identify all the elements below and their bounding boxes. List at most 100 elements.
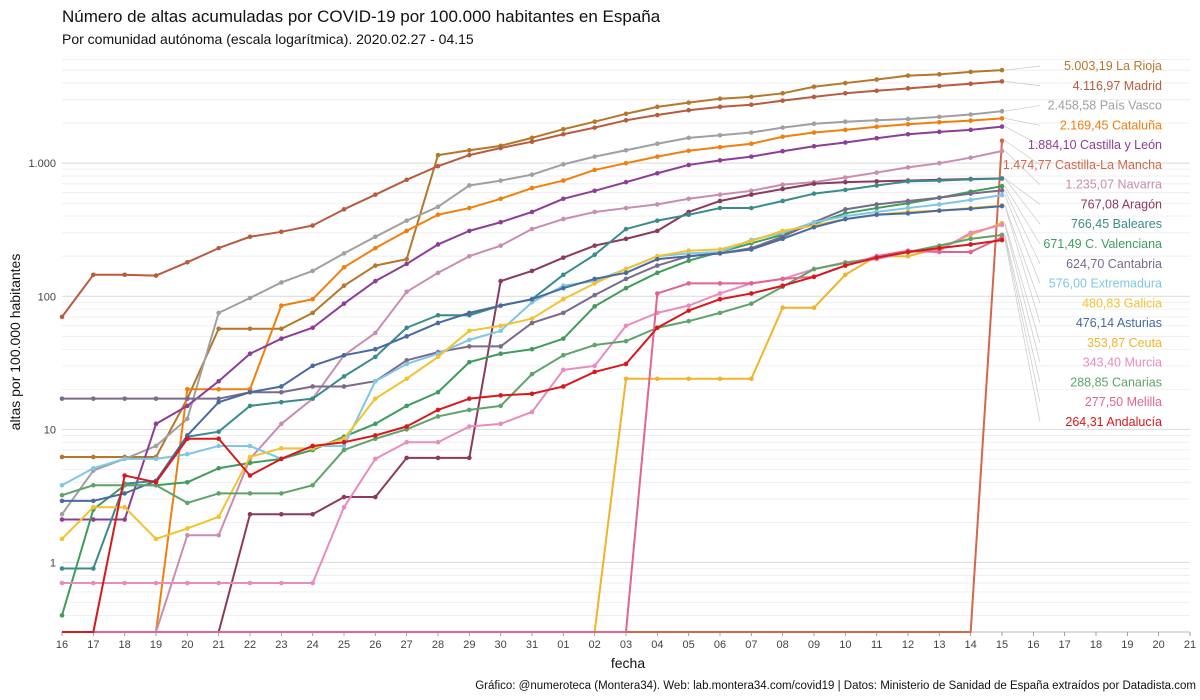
data-point — [780, 283, 785, 289]
data-point — [310, 325, 315, 331]
data-point — [467, 424, 472, 429]
data-point — [843, 80, 848, 86]
data-point — [937, 245, 942, 251]
grid-lines — [62, 59, 1190, 633]
data-point — [310, 268, 315, 274]
series-país-vasco — [59, 108, 1005, 517]
data-point — [780, 228, 785, 234]
data-point — [905, 205, 911, 211]
data-point — [968, 69, 973, 75]
x-tick-label: 28 — [432, 639, 444, 651]
data-point — [435, 439, 441, 445]
data-point — [216, 491, 221, 496]
data-point — [686, 303, 691, 308]
data-point — [91, 498, 96, 504]
data-point — [655, 170, 660, 176]
data-point — [968, 197, 973, 203]
series-end-label: 476,14 Asturias — [1076, 316, 1162, 330]
data-point — [59, 580, 65, 586]
data-point — [717, 310, 723, 316]
data-point — [122, 580, 127, 586]
data-point — [623, 323, 629, 329]
data-point — [91, 454, 96, 460]
data-point — [216, 399, 221, 405]
x-tick-label: 05 — [683, 639, 695, 651]
x-tick-label: 11 — [871, 639, 882, 651]
data-point — [999, 108, 1005, 114]
x-tick-label: 04 — [651, 639, 663, 651]
x-tick-label: 21 — [1184, 639, 1196, 651]
data-point — [811, 143, 817, 149]
data-point — [91, 396, 96, 401]
leader-line — [1004, 194, 1041, 284]
data-point — [717, 247, 723, 252]
data-point — [623, 160, 629, 166]
data-point — [999, 79, 1005, 84]
data-point — [780, 98, 785, 103]
data-point — [874, 170, 879, 175]
data-point — [341, 353, 347, 358]
data-point — [561, 296, 566, 302]
data-point — [968, 81, 973, 87]
data-point — [686, 318, 691, 324]
data-point — [843, 272, 848, 278]
data-point — [780, 125, 785, 130]
data-point — [341, 374, 347, 379]
data-point — [968, 127, 973, 133]
data-point — [310, 384, 315, 389]
chart-subtitle: Por comunidad autónoma (escala logarítmi… — [62, 31, 474, 47]
series-end-label: 277,50 Melilla — [1085, 395, 1162, 409]
series-end-label: 1.235,07 Navarra — [1065, 178, 1162, 192]
series-end-label: 671,49 C. Valenciana — [1043, 237, 1162, 251]
data-point — [561, 272, 566, 278]
x-tick-label: 18 — [119, 639, 131, 651]
x-tick-label: 22 — [244, 639, 256, 651]
series-end-label: 766,45 Baleares — [1071, 217, 1162, 231]
y-tick-label: 10 — [44, 424, 56, 436]
data-point — [529, 409, 535, 415]
data-point — [874, 77, 879, 82]
series-line — [62, 177, 1003, 633]
data-point — [404, 256, 409, 262]
data-point — [404, 455, 409, 461]
data-point — [122, 272, 127, 278]
data-point — [717, 296, 723, 302]
data-point — [153, 396, 159, 401]
series-cataluña — [62, 116, 1005, 633]
data-point — [655, 218, 660, 223]
data-point — [780, 276, 785, 282]
data-point — [592, 281, 597, 286]
data-point — [529, 135, 535, 141]
data-point — [467, 228, 472, 234]
series-ceuta — [62, 220, 1005, 633]
leader-line — [1004, 237, 1041, 403]
data-point — [498, 219, 503, 225]
data-point — [623, 266, 629, 272]
data-point — [749, 281, 754, 286]
series-end-label: 624,70 Cantabria — [1066, 257, 1162, 271]
data-point — [310, 310, 315, 316]
data-point — [185, 259, 190, 265]
data-point — [373, 278, 378, 284]
data-point — [373, 245, 378, 251]
data-point — [811, 181, 817, 187]
data-point — [373, 433, 378, 438]
data-point — [937, 249, 942, 255]
data-point — [498, 278, 503, 284]
data-point — [529, 391, 535, 397]
data-point — [968, 191, 973, 196]
data-point — [561, 384, 566, 389]
y-axis-ticks: 1 10 100 1.000 — [28, 158, 56, 569]
data-point — [279, 326, 284, 332]
x-tick-label: 09 — [808, 639, 820, 651]
data-point — [592, 276, 597, 282]
data-point — [874, 183, 879, 188]
data-point — [341, 384, 347, 389]
data-point — [122, 396, 127, 401]
data-point — [623, 270, 629, 276]
data-point — [498, 303, 503, 308]
series-asturias — [59, 203, 1005, 504]
data-point — [341, 439, 347, 445]
data-point — [717, 281, 723, 286]
leader-line — [1004, 150, 1041, 185]
